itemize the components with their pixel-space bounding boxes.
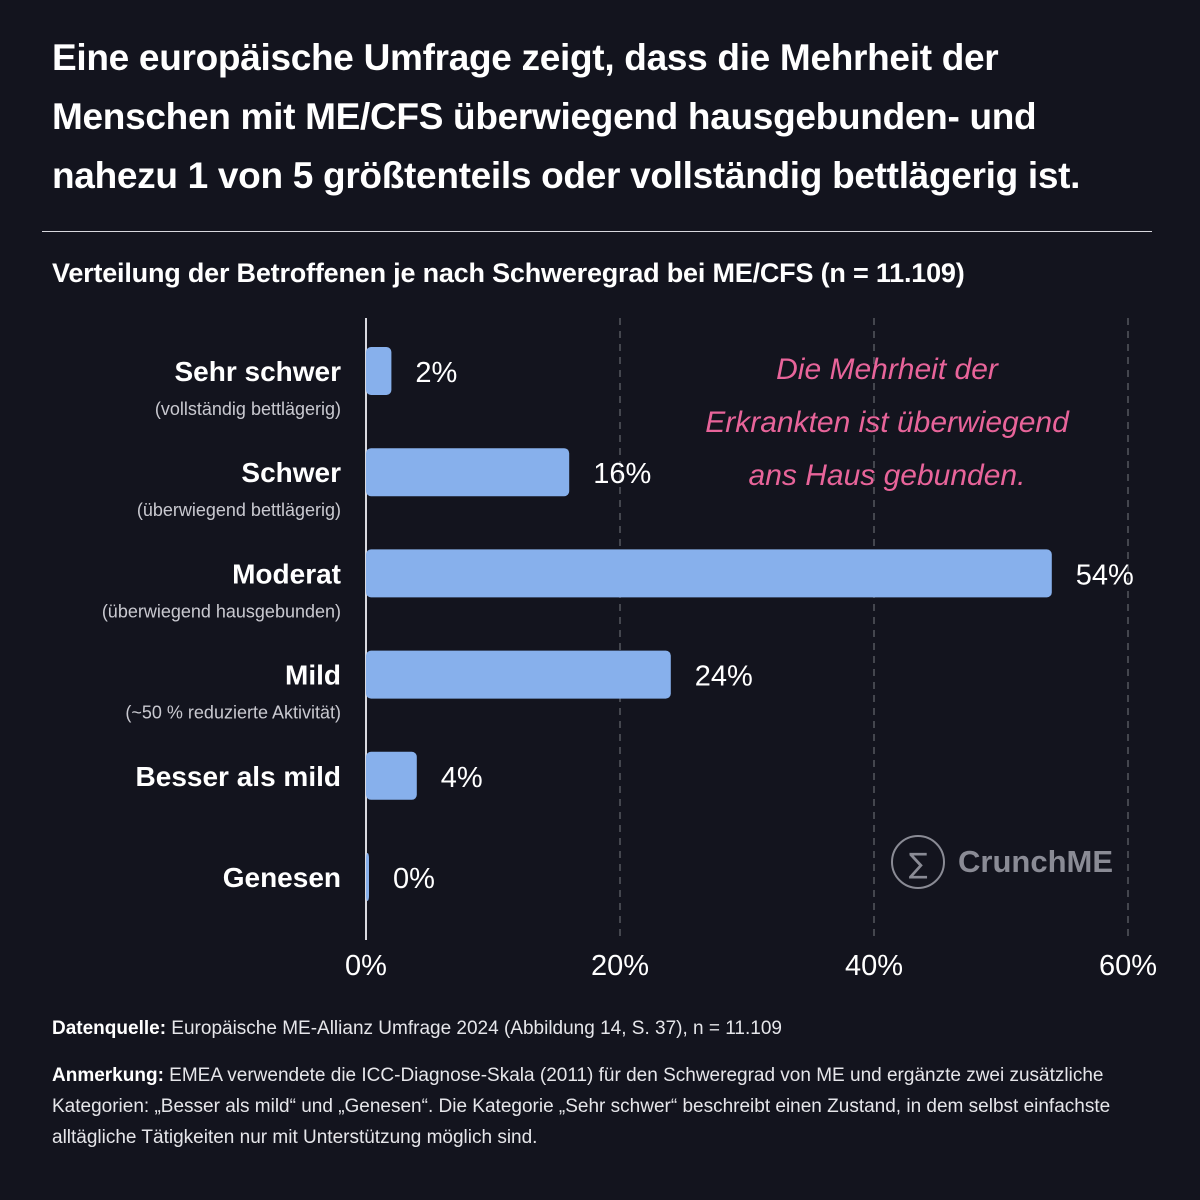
- logo-text: CrunchME: [958, 844, 1113, 879]
- note: Anmerkung: EMEA verwendete die ICC-Diagn…: [52, 1060, 1162, 1153]
- bar-schwer: [366, 448, 570, 497]
- value-label: 24%: [695, 661, 753, 693]
- annotation-line: Erkrankten ist überwiegend: [705, 406, 1070, 439]
- category-description: (~50 % reduzierte Aktivität): [125, 703, 341, 723]
- category-label: Schwer: [241, 457, 341, 488]
- value-label: 16%: [593, 458, 651, 490]
- note-text: EMEA verwendete die ICC-Diagnose-Skala (…: [52, 1065, 1111, 1148]
- bar-besser-als-mild: [366, 751, 417, 800]
- category-description: (überwiegend hausgebunden): [102, 601, 341, 621]
- sigma-icon: ∑: [909, 847, 928, 880]
- annotation-line: ans Haus gebunden.: [749, 459, 1026, 492]
- category-label: Moderat: [232, 558, 341, 589]
- category-description: (überwiegend bettlägerig): [137, 500, 341, 520]
- category-label: Sehr schwer: [174, 356, 341, 387]
- logo-icon: [891, 835, 945, 889]
- value-label: 2%: [415, 357, 457, 389]
- chart-title: Verteilung der Betroffenen je nach Schwe…: [52, 258, 965, 288]
- data-source: Datenquelle: Europäische ME-Allianz Umfr…: [52, 1013, 1162, 1044]
- value-label: 54%: [1076, 559, 1134, 591]
- x-tick-label: 20%: [591, 950, 649, 982]
- bar-sehr-schwer: [366, 347, 392, 395]
- category-description: (vollständig bettlägerig): [155, 399, 341, 419]
- category-label: Mild: [285, 660, 341, 691]
- bar-mild: [366, 650, 671, 699]
- x-tick-label: 60%: [1099, 950, 1157, 982]
- category-label: Besser als mild: [136, 761, 341, 792]
- footer: Datenquelle: Europäische ME-Allianz Umfr…: [52, 1013, 1162, 1169]
- category-label: Genesen: [223, 862, 341, 893]
- x-tick-label: 0%: [345, 950, 387, 982]
- value-label: 0%: [393, 863, 435, 895]
- data-source-label: Datenquelle:: [52, 1018, 167, 1039]
- divider: [42, 231, 1152, 232]
- data-source-text: Europäische ME-Allianz Umfrage 2024 (Abb…: [166, 1018, 782, 1039]
- headline: Eine europäische Umfrage zeigt, dass die…: [52, 37, 1081, 196]
- note-label: Anmerkung:: [52, 1065, 164, 1086]
- x-tick-label: 40%: [845, 950, 903, 982]
- value-label: 4%: [441, 762, 483, 794]
- bar-genesen: [366, 853, 369, 901]
- annotation-line: Die Mehrheit der: [776, 353, 999, 386]
- bar-moderat: [366, 549, 1052, 598]
- bar-chart: 0% 20% 40% 60% 2% Sehr schwer (vollständig bet…: [102, 318, 1157, 982]
